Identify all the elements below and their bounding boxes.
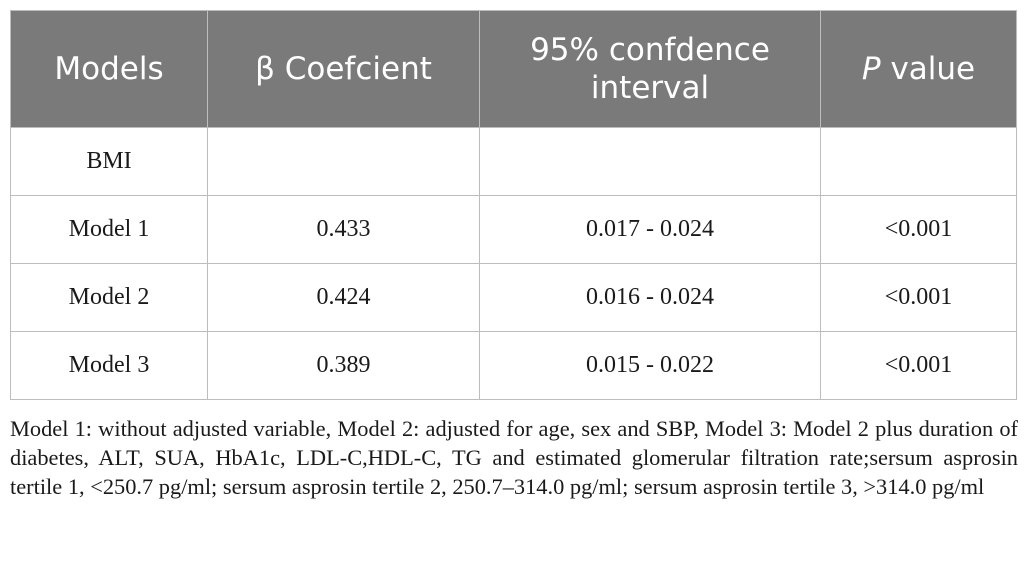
cell-p: <0.001	[820, 331, 1017, 400]
table-footnote: Model 1: without adjusted variable, Mode…	[10, 416, 1018, 499]
cell-p	[820, 127, 1017, 196]
table-row: Model 1 0.433 0.017 - 0.024 <0.001	[10, 195, 1017, 264]
header-p-letter: P	[861, 51, 881, 87]
header-confidence-interval: 95% confdence interval	[479, 10, 821, 128]
cell-ci: 0.015 - 0.022	[479, 331, 821, 400]
table-row: Model 3 0.389 0.015 - 0.022 <0.001	[10, 331, 1017, 400]
cell-beta: 0.389	[207, 331, 480, 400]
table-row: Model 2 0.424 0.016 - 0.024 <0.001	[10, 263, 1017, 332]
cell-beta: 0.424	[207, 263, 480, 332]
table-header: Models β Coefcient 95% confdence interva…	[10, 10, 1017, 128]
cell-beta: 0.433	[207, 195, 480, 264]
cell-p: <0.001	[820, 263, 1017, 332]
cell-beta	[207, 127, 480, 196]
table-body: BMI Model 1 0.433 0.017 - 0.024 <0.001 M…	[10, 127, 1017, 400]
table-row: BMI	[10, 127, 1017, 196]
header-row: Models β Coefcient 95% confdence interva…	[10, 10, 1017, 128]
regression-table: Models β Coefcient 95% confdence interva…	[10, 10, 1017, 400]
cell-ci: 0.017 - 0.024	[479, 195, 821, 264]
header-models: Models	[10, 10, 208, 128]
cell-model: Model 3	[10, 331, 208, 400]
cell-ci	[479, 127, 821, 196]
cell-model: BMI	[10, 127, 208, 196]
cell-model: Model 1	[10, 195, 208, 264]
cell-ci: 0.016 - 0.024	[479, 263, 821, 332]
header-p-word: value	[890, 51, 976, 87]
header-beta-coefficient: β Coefcient	[207, 10, 480, 128]
regression-table-container: Models β Coefcient 95% confdence interva…	[10, 10, 1017, 400]
header-p-value: P value	[820, 10, 1017, 128]
cell-model: Model 2	[10, 263, 208, 332]
cell-p: <0.001	[820, 195, 1017, 264]
